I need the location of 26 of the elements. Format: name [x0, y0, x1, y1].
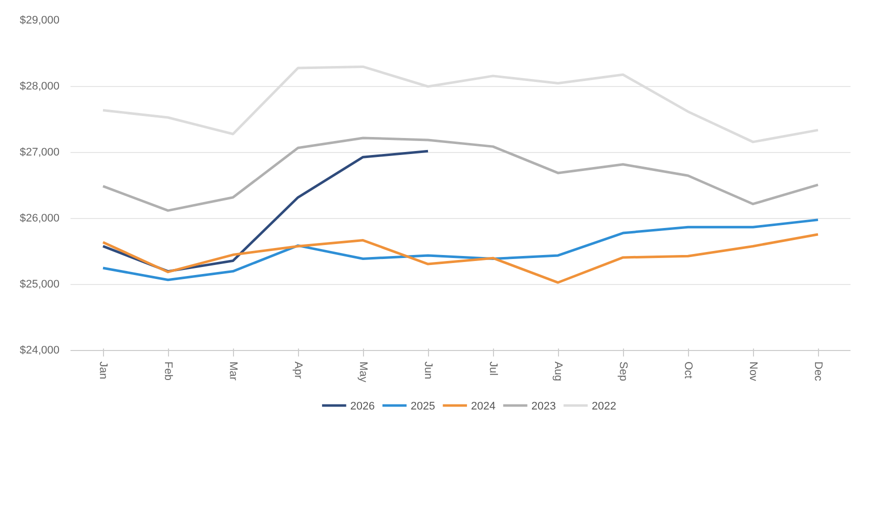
legend-label: 2026 — [350, 400, 375, 412]
legend-label: 2024 — [470, 400, 496, 412]
x-tick-label: Dec — [812, 362, 824, 382]
legend-label: 2025 — [410, 400, 436, 412]
x-tick-label: Mar — [227, 362, 239, 381]
legend-label: 2022 — [592, 400, 616, 412]
line-series — [102, 233, 820, 284]
y-tick-label: $24,000 — [20, 344, 60, 356]
x-tick-label: Jan — [97, 362, 109, 380]
y-tick-label: $28,000 — [20, 80, 60, 92]
y-tick-label: $27,000 — [20, 146, 60, 158]
line-series — [102, 136, 820, 212]
x-tick-label: Nov — [747, 362, 759, 382]
x-tick-label: Jun — [422, 362, 434, 380]
x-tick-label: Sep — [617, 362, 629, 382]
x-tick-label: May — [357, 362, 369, 383]
x-tick-label: Feb — [162, 362, 174, 380]
x-tick-label: Apr — [292, 362, 304, 379]
x-tick-label: Aug — [552, 362, 564, 382]
y-tick-label: $25,000 — [20, 278, 60, 290]
y-tick-label: $29,000 — [20, 14, 60, 26]
x-tick-label: Oct — [682, 362, 694, 379]
line-series — [102, 218, 820, 282]
legend-label: 2023 — [531, 400, 556, 412]
y-tick-label: $26,000 — [20, 212, 60, 224]
x-tick-label: Jul — [487, 362, 499, 376]
